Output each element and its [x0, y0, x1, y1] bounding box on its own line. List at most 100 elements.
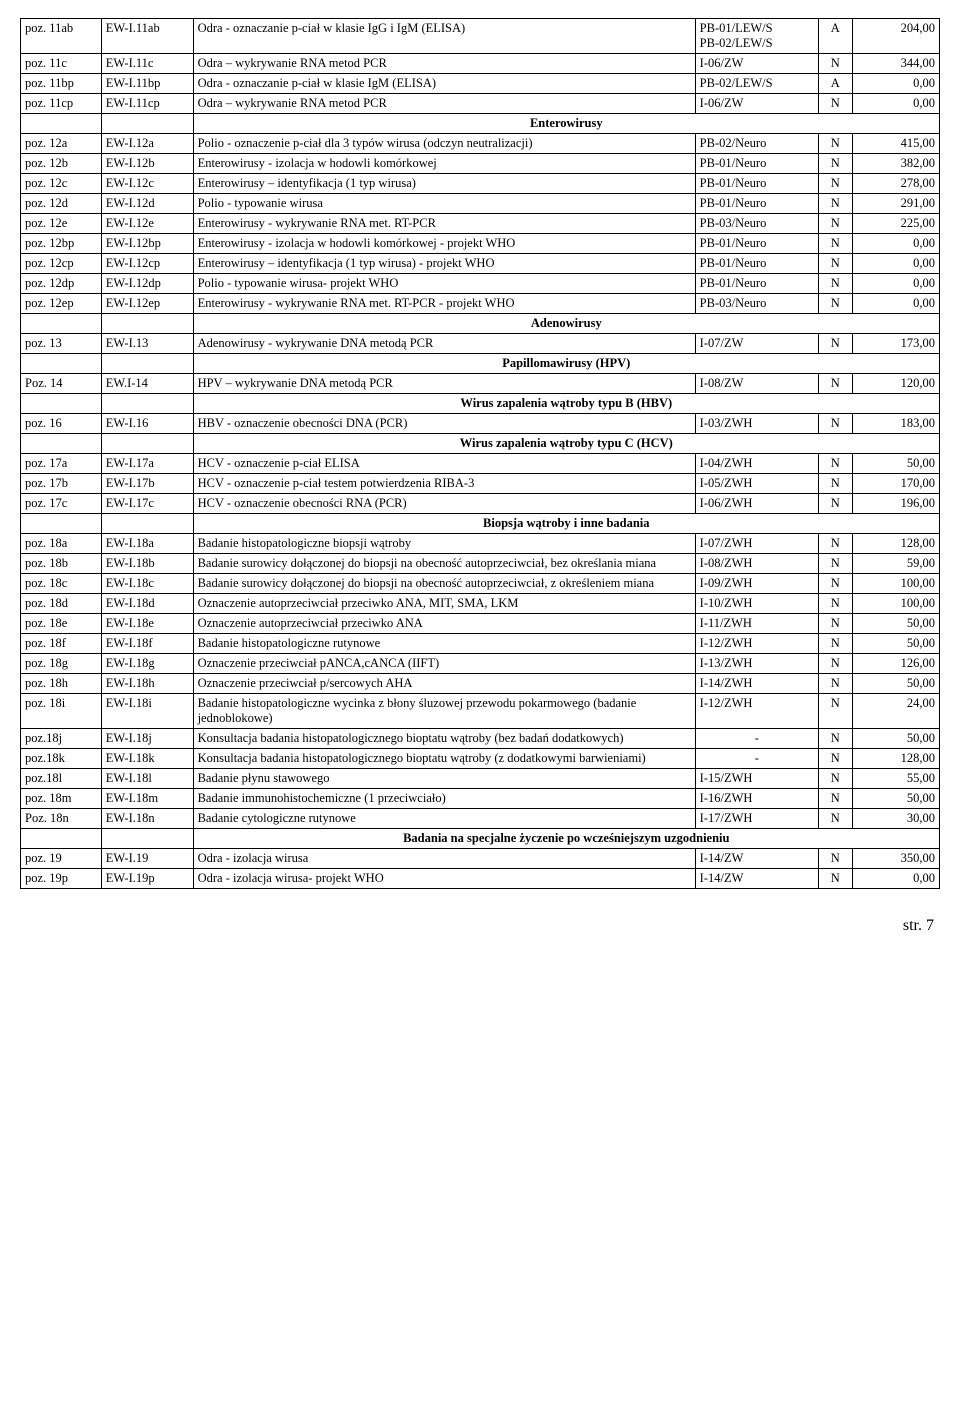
table-row: poz. 11cEW-I.11cOdra – wykrywanie RNA me… — [21, 54, 940, 74]
cell-poz: poz. 18c — [21, 574, 102, 594]
cell-poz: poz. 11cp — [21, 94, 102, 114]
cell-ref: PB-01/Neuro — [695, 274, 818, 294]
page-footer: str. 7 — [20, 917, 940, 935]
cell-desc: Badanie histopatologiczne wycinka z błon… — [193, 694, 695, 729]
table-row: poz. 12cpEW-I.12cpEnterowirusy – identyf… — [21, 254, 940, 274]
table-row: poz. 18fEW-I.18fBadanie histopatologiczn… — [21, 634, 940, 654]
table-row: poz. 17cEW-I.17cHCV - oznaczenie obecnoś… — [21, 494, 940, 514]
cell-poz: poz.18l — [21, 769, 102, 789]
section-row: Biopsja wątroby i inne badania — [21, 514, 940, 534]
cell-desc: Badanie płynu stawowego — [193, 769, 695, 789]
section-title: Biopsja wątroby i inne badania — [193, 514, 939, 534]
cell-poz: poz. 12c — [21, 174, 102, 194]
cell-price: 50,00 — [852, 674, 939, 694]
table-row: poz. 18gEW-I.18gOznaczenie przeciwciał p… — [21, 654, 940, 674]
cell-desc: Enterowirusy - izolacja w hodowli komórk… — [193, 234, 695, 254]
cell-price: 24,00 — [852, 694, 939, 729]
cell-desc: Polio - oznaczenie p-ciał dla 3 typów wi… — [193, 134, 695, 154]
cell-poz: poz. 12cp — [21, 254, 102, 274]
cell-ref: I-07/ZW — [695, 334, 818, 354]
cell-flag: N — [818, 594, 852, 614]
cell-desc: HCV - oznaczenie obecności RNA (PCR) — [193, 494, 695, 514]
cell-desc: Badanie histopatologiczne rutynowe — [193, 634, 695, 654]
cell-ref: I-07/ZWH — [695, 534, 818, 554]
cell-poz: poz. 16 — [21, 414, 102, 434]
cell-poz: poz.18k — [21, 749, 102, 769]
cell-code: EW-I.12e — [101, 214, 193, 234]
cell-code: EW-I.12ep — [101, 294, 193, 314]
cell-desc: Enterowirusy – identyfikacja (1 typ wiru… — [193, 254, 695, 274]
cell-poz: poz. 13 — [21, 334, 102, 354]
cell-price: 0,00 — [852, 74, 939, 94]
cell-price: 55,00 — [852, 769, 939, 789]
cell-code: EW-I.17c — [101, 494, 193, 514]
cell-desc: Badanie histopatologiczne biopsji wątrob… — [193, 534, 695, 554]
cell-code: EW-I.12bp — [101, 234, 193, 254]
table-row: poz. 12aEW-I.12aPolio - oznaczenie p-cia… — [21, 134, 940, 154]
section-title: Badania na specjalne życzenie po wcześni… — [193, 829, 939, 849]
cell-flag: N — [818, 374, 852, 394]
table-row: poz. 18bEW-I.18bBadanie surowicy dołączo… — [21, 554, 940, 574]
cell-poz: poz. 12bp — [21, 234, 102, 254]
cell-poz: poz. 18g — [21, 654, 102, 674]
cell-code: EW-I.18g — [101, 654, 193, 674]
table-row: Poz. 18nEW-I.18nBadanie cytologiczne rut… — [21, 809, 940, 829]
cell-flag: N — [818, 94, 852, 114]
cell-desc: Polio - typowanie wirusa- projekt WHO — [193, 274, 695, 294]
cell-poz: poz. 18i — [21, 694, 102, 729]
cell-flag: N — [818, 154, 852, 174]
cell-flag: N — [818, 414, 852, 434]
table-row: poz. 12dEW-I.12dPolio - typowanie wirusa… — [21, 194, 940, 214]
cell-price: 59,00 — [852, 554, 939, 574]
cell-price: 344,00 — [852, 54, 939, 74]
cell-desc: Polio - typowanie wirusa — [193, 194, 695, 214]
cell-flag: N — [818, 174, 852, 194]
cell-ref: PB-01/LEW/SPB-02/LEW/S — [695, 19, 818, 54]
cell-flag: N — [818, 654, 852, 674]
table-row: poz. 11abEW-I.11abOdra - oznaczanie p-ci… — [21, 19, 940, 54]
cell-price: 0,00 — [852, 274, 939, 294]
cell-price: 50,00 — [852, 634, 939, 654]
cell-desc: HBV - oznaczenie obecności DNA (PCR) — [193, 414, 695, 434]
section-row: Wirus zapalenia wątroby typu B (HBV) — [21, 394, 940, 414]
cell-ref: I-14/ZWH — [695, 674, 818, 694]
cell-desc: Konsultacja badania histopatologicznego … — [193, 749, 695, 769]
cell-code: EW-I.18l — [101, 769, 193, 789]
cell-desc: Enterowirusy – identyfikacja (1 typ wiru… — [193, 174, 695, 194]
cell-desc: Enterowirusy - wykrywanie RNA met. RT-PC… — [193, 214, 695, 234]
cell-poz: poz. 18a — [21, 534, 102, 554]
cell-desc: Oznaczenie przeciwciał p/sercowych AHA — [193, 674, 695, 694]
cell-code: EW-I.13 — [101, 334, 193, 354]
cell-poz: poz. 12e — [21, 214, 102, 234]
cell-flag: N — [818, 849, 852, 869]
cell-desc: Odra - izolacja wirusa- projekt WHO — [193, 869, 695, 889]
table-row: poz. 13EW-I.13Adenowirusy - wykrywanie D… — [21, 334, 940, 354]
cell-flag: N — [818, 674, 852, 694]
cell-flag: N — [818, 694, 852, 729]
cell-desc: Badanie cytologiczne rutynowe — [193, 809, 695, 829]
cell-flag: N — [818, 474, 852, 494]
cell-poz: poz. 11c — [21, 54, 102, 74]
cell-price: 100,00 — [852, 574, 939, 594]
cell-ref: I-06/ZW — [695, 54, 818, 74]
cell-poz: poz. 11bp — [21, 74, 102, 94]
cell-desc: Odra - oznaczanie p-ciał w klasie IgG i … — [193, 19, 695, 54]
cell-price: 0,00 — [852, 869, 939, 889]
cell-flag: N — [818, 729, 852, 749]
cell-ref: PB-03/Neuro — [695, 294, 818, 314]
cell-price: 120,00 — [852, 374, 939, 394]
section-row: Enterowirusy — [21, 114, 940, 134]
cell-poz: poz. 18b — [21, 554, 102, 574]
cell-ref: PB-01/Neuro — [695, 234, 818, 254]
cell-price: 50,00 — [852, 614, 939, 634]
cell-code: EW-I.12b — [101, 154, 193, 174]
cell-flag: N — [818, 214, 852, 234]
cell-code: EW-I.18a — [101, 534, 193, 554]
section-title: Enterowirusy — [193, 114, 939, 134]
cell-ref: PB-03/Neuro — [695, 214, 818, 234]
cell-ref: I-16/ZWH — [695, 789, 818, 809]
cell-price: 100,00 — [852, 594, 939, 614]
cell-ref: - — [695, 729, 818, 749]
cell-ref: I-14/ZW — [695, 849, 818, 869]
cell-poz: Poz. 14 — [21, 374, 102, 394]
